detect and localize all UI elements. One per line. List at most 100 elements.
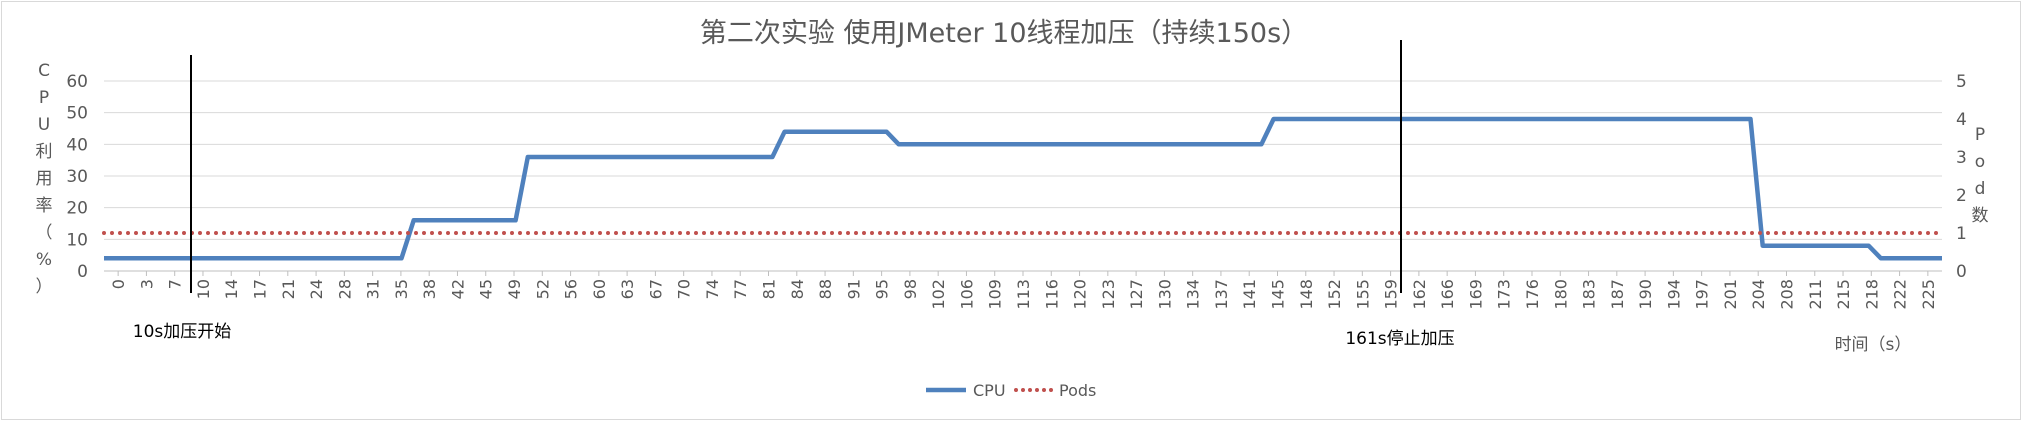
x-tick-label: 38 xyxy=(420,279,439,299)
y-tick-label: 30 xyxy=(66,167,88,187)
y2-tick-label: 5 xyxy=(1956,72,1967,92)
axis-title-char: P xyxy=(38,88,50,108)
legend-label: Pods xyxy=(1059,381,1096,400)
x-tick-label: 67 xyxy=(646,279,665,299)
x-tick-label: 60 xyxy=(590,279,609,299)
y2-tick-label: 0 xyxy=(1956,262,1967,282)
x-tick-label: 21 xyxy=(279,279,298,299)
x-tick-label: 166 xyxy=(1438,279,1457,310)
y-tick-label: 40 xyxy=(66,135,88,155)
x-tick-label: 88 xyxy=(816,279,835,299)
y-tick-label: 0 xyxy=(77,262,88,282)
x-tick-label: 28 xyxy=(335,279,354,299)
x-tick-label: 24 xyxy=(307,279,326,299)
axis-title-char: C xyxy=(38,61,50,81)
x-tick-label: 190 xyxy=(1636,279,1655,310)
axis-title-char: 率 xyxy=(35,196,53,216)
x-tick-label: 222 xyxy=(1891,279,1910,310)
x-tick-label: 49 xyxy=(505,279,524,299)
annotation-label: 10s加压开始 xyxy=(133,322,232,342)
x-tick-label: 218 xyxy=(1862,279,1881,310)
x-tick-label: 52 xyxy=(533,279,552,299)
axis-title-char: d xyxy=(1974,179,1986,199)
x-tick-label: 74 xyxy=(703,279,722,299)
x-tick-label: 109 xyxy=(986,279,1005,310)
axis-title-char: % xyxy=(35,250,53,270)
axis-title-char: （ xyxy=(35,223,53,243)
chart-title: 第二次实验 使用JMeter 10线程加压（持续150s） xyxy=(700,18,1308,49)
axis-title-char: o xyxy=(1974,152,1986,172)
y2-tick-label: 2 xyxy=(1956,186,1967,206)
x-tick-label: 127 xyxy=(1127,279,1146,310)
x-tick-label: 91 xyxy=(844,279,863,299)
annotation-label: 161s停止加压 xyxy=(1345,329,1454,349)
x-tick-label: 45 xyxy=(477,279,496,299)
x-tick-label: 120 xyxy=(1071,279,1090,310)
x-tick-label: 3 xyxy=(137,279,156,289)
x-tick-label: 176 xyxy=(1523,279,1542,310)
x-tick-label: 77 xyxy=(731,279,750,299)
x-axis-title: 时间（s） xyxy=(1835,335,1912,355)
x-tick-label: 225 xyxy=(1919,279,1938,310)
x-tick-label: 63 xyxy=(618,279,637,299)
x-tick-label: 148 xyxy=(1297,279,1316,310)
x-tick-label: 173 xyxy=(1495,279,1514,310)
x-tick-label: 183 xyxy=(1580,279,1599,310)
x-tick-label: 113 xyxy=(1014,279,1033,310)
x-tick-label: 14 xyxy=(222,279,241,299)
axis-title-char: ） xyxy=(35,277,53,297)
y2-tick-label: 3 xyxy=(1956,148,1967,168)
x-tick-label: 31 xyxy=(364,279,383,299)
x-tick-label: 106 xyxy=(957,279,976,310)
x-tick-label: 215 xyxy=(1834,279,1853,310)
x-tick-label: 70 xyxy=(675,279,694,299)
x-tick-label: 134 xyxy=(1184,279,1203,310)
y-tick-label: 10 xyxy=(66,230,88,250)
x-tick-label: 159 xyxy=(1382,279,1401,310)
x-tick-label: 155 xyxy=(1353,279,1372,310)
axis-title-char: U xyxy=(37,115,51,135)
x-tick-label: 162 xyxy=(1410,279,1429,310)
y-tick-label: 50 xyxy=(66,104,88,124)
x-tick-label: 102 xyxy=(929,279,948,310)
x-tick-label: 152 xyxy=(1325,279,1344,310)
x-tick-label: 95 xyxy=(873,279,892,299)
series-cpu-line xyxy=(104,116,1942,261)
x-tick-label: 42 xyxy=(448,279,467,299)
x-tick-label: 169 xyxy=(1466,279,1485,310)
y2-tick-label: 4 xyxy=(1956,110,1967,130)
x-tick-label: 145 xyxy=(1268,279,1287,310)
x-tick-label: 0 xyxy=(109,279,128,289)
x-tick-label: 204 xyxy=(1749,279,1768,310)
x-tick-label: 130 xyxy=(1155,279,1174,310)
axis-title-char: P xyxy=(1974,125,1986,145)
x-tick-label: 211 xyxy=(1806,279,1825,310)
x-tick-label: 141 xyxy=(1240,279,1259,310)
x-tick-label: 208 xyxy=(1777,279,1796,310)
axis-title-char: 利 xyxy=(35,142,53,162)
x-tick-label: 180 xyxy=(1551,279,1570,310)
x-tick-label: 194 xyxy=(1664,279,1683,310)
y-tick-label: 60 xyxy=(66,72,88,92)
axis-title-char: 数 xyxy=(1971,206,1989,226)
x-tick-label: 84 xyxy=(788,279,807,299)
x-tick-label: 116 xyxy=(1042,279,1061,310)
x-tick-label: 197 xyxy=(1693,279,1712,310)
x-tick-label: 35 xyxy=(392,279,411,299)
y2-tick-label: 1 xyxy=(1956,224,1967,244)
x-tick-label: 17 xyxy=(251,279,270,299)
y-tick-label: 20 xyxy=(66,199,88,219)
x-tick-label: 7 xyxy=(166,279,185,289)
x-tick-label: 81 xyxy=(760,279,779,299)
legend-label: CPU xyxy=(973,381,1006,400)
x-tick-label: 201 xyxy=(1721,279,1740,310)
x-tick-label: 56 xyxy=(562,279,581,299)
x-tick-label: 137 xyxy=(1212,279,1231,310)
x-tick-label: 98 xyxy=(901,279,920,299)
axis-title-char: 用 xyxy=(35,169,53,189)
x-tick-label: 10 xyxy=(194,279,213,299)
x-tick-label: 123 xyxy=(1099,279,1118,310)
